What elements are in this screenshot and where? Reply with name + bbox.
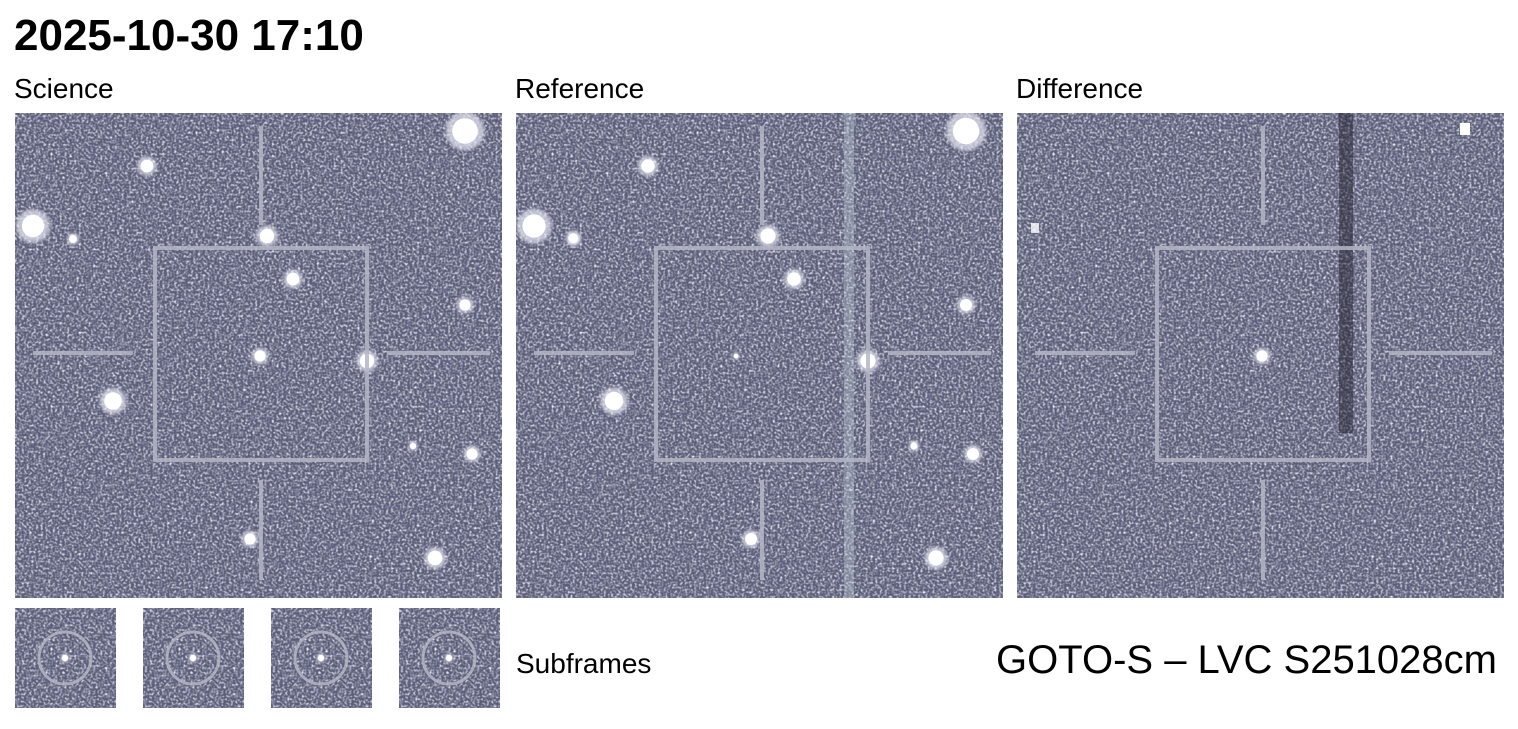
streak: [844, 113, 854, 598]
star: [61, 654, 69, 662]
star: [244, 533, 256, 545]
star: [928, 550, 944, 566]
panel-label: Difference: [1016, 73, 1143, 104]
star: [733, 353, 739, 359]
subframes-label: Subframes: [516, 648, 651, 679]
target-box: [1155, 246, 1371, 462]
star: [317, 654, 325, 662]
difference-image: [1017, 113, 1504, 598]
star: [960, 299, 972, 311]
star: [910, 442, 918, 450]
star: [254, 350, 266, 362]
star: [140, 159, 154, 173]
star: [189, 654, 197, 662]
star: [641, 159, 655, 173]
star: [745, 533, 757, 545]
star: [259, 228, 275, 244]
aperture: [165, 630, 221, 686]
aperture: [293, 630, 349, 686]
aperture: [421, 630, 477, 686]
noise-dark: [516, 113, 1003, 598]
star: [952, 117, 980, 145]
star: [452, 118, 478, 144]
reference-image: [516, 113, 1003, 598]
star: [445, 654, 453, 662]
subframe: [399, 608, 500, 708]
star: [459, 299, 471, 311]
aperture: [37, 630, 93, 686]
star: [69, 235, 77, 243]
title: 2025-10-30 17:10: [14, 11, 364, 60]
star: [967, 448, 979, 460]
star: [568, 233, 578, 243]
star: [409, 442, 417, 450]
subframe: [15, 608, 116, 708]
star: [760, 228, 776, 244]
star: [1256, 350, 1268, 362]
residual: [1460, 123, 1470, 135]
target-box: [654, 246, 870, 462]
target-box: [153, 246, 369, 462]
star: [104, 392, 122, 410]
residual: [1031, 223, 1039, 233]
science-image: [15, 113, 502, 598]
star: [427, 550, 443, 566]
panel-label: Reference: [515, 73, 644, 104]
footer-label: GOTO-S – LVC S251028cm: [996, 638, 1497, 682]
subframe: [271, 608, 372, 708]
star: [604, 391, 624, 411]
streak: [1339, 113, 1353, 433]
subframe: [143, 608, 244, 708]
star: [21, 214, 45, 238]
star: [286, 272, 300, 286]
star: [787, 272, 801, 286]
panel-label: Science: [14, 73, 114, 104]
star: [466, 448, 478, 460]
star: [522, 214, 546, 238]
